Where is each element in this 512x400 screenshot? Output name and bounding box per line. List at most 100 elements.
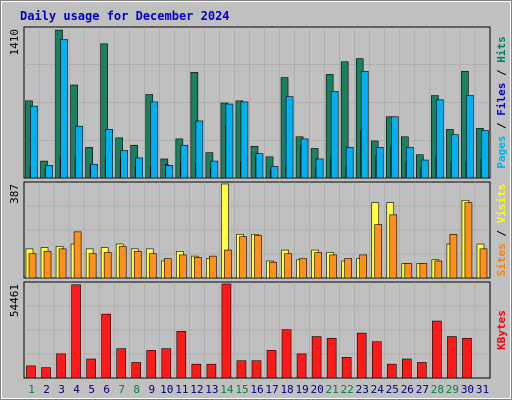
bar-sites-day-13 bbox=[209, 255, 217, 279]
bar-pages-day-17 bbox=[270, 166, 279, 179]
bar-sites-day-23 bbox=[359, 254, 368, 279]
bar-kbytes-day-12 bbox=[191, 363, 202, 379]
bar-sites-day-11 bbox=[179, 254, 187, 279]
bar-kbytes-day-27 bbox=[417, 362, 427, 379]
x-tick-label: 26 bbox=[401, 383, 414, 396]
bar-pages-day-1 bbox=[30, 105, 38, 179]
bar-kbytes-day-14 bbox=[221, 283, 232, 379]
bar-sites-day-6 bbox=[103, 252, 112, 279]
x-tick-label: 10 bbox=[160, 383, 173, 396]
x-tick-label: 1 bbox=[28, 383, 35, 396]
bar-sites-day-9 bbox=[148, 253, 157, 279]
legend-entry: Files bbox=[495, 83, 508, 116]
bar-pages-day-5 bbox=[90, 163, 98, 179]
bar-sites-day-22 bbox=[344, 258, 352, 279]
x-tick-label: 27 bbox=[416, 383, 429, 396]
bar-kbytes-day-23 bbox=[356, 332, 367, 379]
bar-pages-day-29 bbox=[451, 134, 459, 179]
x-tick-label: 28 bbox=[431, 383, 444, 396]
panel-kbytes: 54461 KBytes bbox=[8, 281, 508, 379]
bar-pages-day-2 bbox=[45, 165, 53, 179]
bar-sites-day-8 bbox=[133, 250, 142, 279]
series-pages bbox=[30, 39, 489, 179]
bar-pages-day-30 bbox=[466, 95, 474, 179]
x-tick-label: 11 bbox=[175, 383, 188, 396]
bar-sites-day-17 bbox=[269, 261, 277, 279]
legend-kbytes: KBytes bbox=[495, 310, 508, 350]
x-tick-label: 29 bbox=[446, 383, 459, 396]
legend-entry: / bbox=[495, 223, 508, 243]
bar-sites-day-26 bbox=[404, 263, 413, 279]
bar-pages-day-8 bbox=[135, 157, 144, 179]
bar-kbytes-day-16 bbox=[251, 360, 262, 379]
bar-pages-day-31 bbox=[481, 130, 489, 179]
x-tick-label: 17 bbox=[265, 383, 278, 396]
x-tick-label: 2 bbox=[43, 383, 50, 396]
bar-sites-day-3 bbox=[58, 248, 67, 279]
bar-sites-day-28 bbox=[434, 260, 443, 279]
bar-sites-day-19 bbox=[299, 258, 307, 279]
bar-sites-day-24 bbox=[374, 224, 383, 279]
x-tick-label: 31 bbox=[476, 383, 489, 396]
bar-kbytes-day-8 bbox=[131, 362, 142, 379]
x-tick-label: 14 bbox=[220, 383, 234, 396]
legend-entry: Pages bbox=[495, 136, 508, 169]
bar-pages-day-18 bbox=[285, 96, 294, 179]
bar-pages-day-27 bbox=[421, 159, 429, 179]
bar-kbytes-day-20 bbox=[311, 336, 322, 379]
bar-sites-day-21 bbox=[329, 254, 337, 279]
bar-sites-day-2 bbox=[43, 250, 52, 279]
bar-kbytes-day-3 bbox=[56, 353, 66, 379]
bar-kbytes-day-2 bbox=[41, 367, 51, 379]
bar-sites-day-7 bbox=[118, 246, 127, 279]
bar-pages-day-26 bbox=[406, 147, 414, 179]
panels: 1410 Pages / Files / Hits 387 Sites / Visit… bbox=[8, 26, 508, 379]
bar-kbytes-day-1 bbox=[26, 365, 36, 379]
bar-kbytes-day-5 bbox=[86, 358, 96, 379]
bar-kbytes-day-26 bbox=[402, 358, 412, 379]
bar-kbytes-day-18 bbox=[281, 329, 292, 379]
x-tick-label: 9 bbox=[148, 383, 155, 396]
bar-pages-day-24 bbox=[375, 147, 384, 179]
x-tick-label: 12 bbox=[190, 383, 203, 396]
bar-hits-day-5 bbox=[85, 147, 93, 179]
bar-sites-day-31 bbox=[479, 248, 488, 279]
x-tick-label: 4 bbox=[73, 383, 80, 396]
bar-pages-day-4 bbox=[75, 125, 83, 179]
bar-sites-day-18 bbox=[284, 253, 292, 279]
x-tick-label: 30 bbox=[461, 383, 474, 396]
bar-sites-day-16 bbox=[254, 235, 262, 279]
legend-entry: Sites bbox=[495, 243, 508, 276]
bar-kbytes-day-10 bbox=[161, 348, 172, 379]
x-tick-label: 3 bbox=[58, 383, 65, 396]
legend-entry: Visits bbox=[495, 184, 508, 224]
bar-kbytes-day-21 bbox=[326, 338, 337, 379]
bar-sites-day-10 bbox=[163, 258, 172, 279]
bar-pages-day-3 bbox=[60, 39, 68, 179]
bar-sites-day-20 bbox=[314, 252, 322, 279]
bar-sites-day-29 bbox=[449, 233, 458, 279]
legend-hits-files-pages: Pages / Files / Hits bbox=[495, 36, 508, 169]
bar-pages-day-19 bbox=[300, 138, 309, 179]
bar-kbytes-day-13 bbox=[206, 363, 217, 379]
bar-sites-day-4 bbox=[73, 231, 82, 279]
bar-sites-day-14 bbox=[224, 249, 232, 279]
bar-pages-day-11 bbox=[180, 144, 189, 179]
bar-sites-day-25 bbox=[389, 214, 398, 279]
bar-sites-day-1 bbox=[28, 253, 37, 279]
bar-kbytes-day-24 bbox=[371, 341, 382, 379]
bar-kbytes-day-7 bbox=[116, 348, 126, 379]
panel-visits-sites: 387 Sites / Visits bbox=[8, 181, 508, 279]
bar-pages-day-14 bbox=[225, 103, 234, 179]
bar-pages-day-10 bbox=[165, 165, 174, 179]
x-tick-label: 25 bbox=[386, 383, 399, 396]
bar-pages-day-25 bbox=[390, 116, 399, 179]
series-kbytes bbox=[26, 283, 472, 379]
x-tick-label: 16 bbox=[250, 383, 263, 396]
bar-hits-day-6 bbox=[100, 43, 108, 179]
x-tick-label: 8 bbox=[133, 383, 140, 396]
chart-title: Daily usage for December 2024 bbox=[20, 9, 230, 23]
legend-entry: KBytes bbox=[495, 310, 508, 350]
x-tick-label: 21 bbox=[326, 383, 339, 396]
